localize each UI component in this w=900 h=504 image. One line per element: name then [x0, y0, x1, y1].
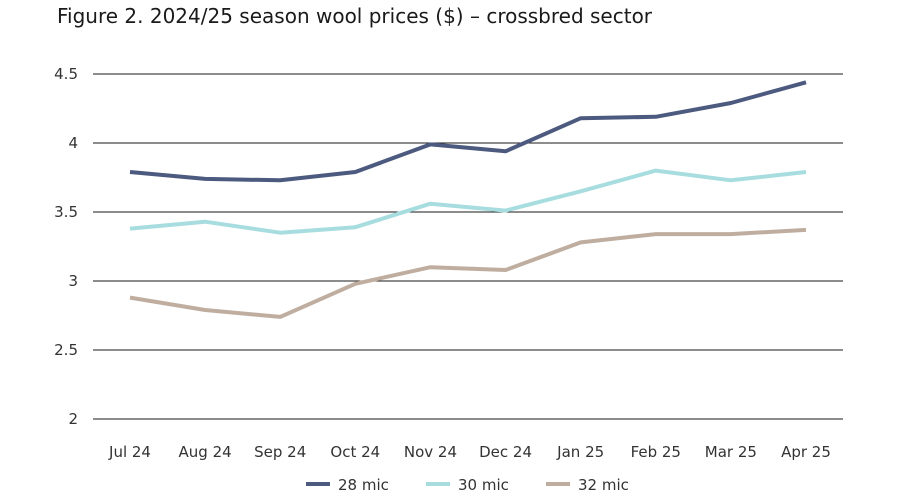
legend: 28 mic 30 mic 32 mic — [306, 476, 629, 494]
y-tick-label: 4 — [68, 134, 78, 152]
y-axis-ticks: 2 2.5 3 3.5 4 4.5 — [54, 65, 78, 428]
y-tick-label: 2.5 — [54, 341, 78, 359]
y-tick-label: 4.5 — [54, 65, 78, 83]
series-line — [129, 227, 807, 319]
legend-label: 28 mic — [338, 476, 389, 494]
series-lines — [129, 80, 807, 319]
legend-label: 32 mic — [578, 476, 629, 494]
x-tick-label: Sep 24 — [254, 443, 306, 461]
chart-title: Figure 2. 2024/25 season wool prices ($)… — [57, 4, 653, 28]
series-line — [129, 80, 807, 183]
x-tick-label: Aug 24 — [179, 443, 232, 461]
x-tick-label: Apr 25 — [781, 443, 831, 461]
x-tick-label: Dec 24 — [479, 443, 532, 461]
series-line — [129, 168, 807, 235]
x-tick-label: Mar 25 — [705, 443, 757, 461]
x-tick-label: Oct 24 — [330, 443, 380, 461]
x-tick-label: Nov 24 — [404, 443, 457, 461]
x-tick-label: Feb 25 — [631, 443, 681, 461]
x-tick-label: Jul 24 — [108, 443, 151, 461]
y-tick-label: 3.5 — [54, 203, 78, 221]
legend-label: 30 mic — [458, 476, 509, 494]
gridlines — [93, 73, 843, 420]
x-tick-label: Jan 25 — [556, 443, 604, 461]
y-tick-label: 3 — [68, 272, 78, 290]
y-tick-label: 2 — [68, 410, 78, 428]
x-axis-ticks: Jul 24 Aug 24 Sep 24 Oct 24 Nov 24 Dec 24 Jan … — [108, 443, 831, 461]
